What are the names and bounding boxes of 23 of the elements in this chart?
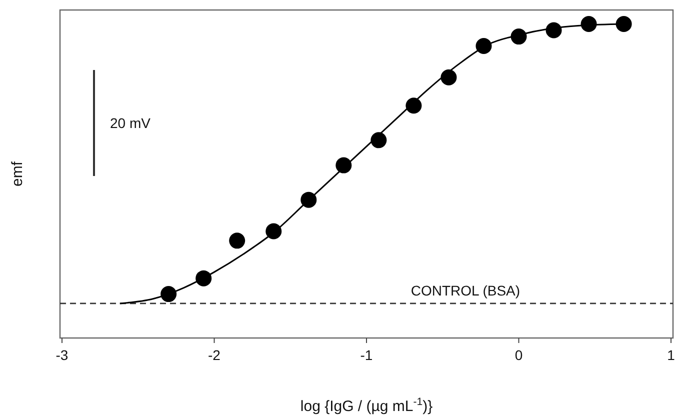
point bbox=[510, 28, 527, 45]
point bbox=[616, 16, 632, 32]
x-tick-label: -3 bbox=[56, 347, 68, 363]
y-axis-title: emf bbox=[9, 160, 26, 187]
annotation: 20 mV bbox=[110, 115, 152, 131]
x-tick-label: 0 bbox=[514, 347, 523, 363]
point bbox=[160, 286, 177, 302]
point bbox=[196, 270, 212, 286]
point bbox=[336, 157, 352, 174]
point bbox=[440, 69, 457, 86]
point bbox=[546, 22, 562, 38]
point bbox=[406, 98, 422, 114]
x-axis-title: log {IgG / (µg mL$^{-1}$)} bbox=[300, 396, 433, 415]
point bbox=[370, 132, 387, 148]
ref-line-label: CONTROL (BSA) bbox=[410, 282, 520, 298]
point bbox=[580, 16, 597, 32]
point bbox=[300, 192, 317, 208]
point bbox=[476, 38, 492, 54]
point bbox=[266, 223, 282, 240]
x-tick-label: -1 bbox=[360, 347, 373, 363]
point bbox=[229, 232, 246, 249]
x-tick-label: -2 bbox=[208, 347, 221, 363]
x-tick-label: 1 bbox=[667, 347, 676, 363]
